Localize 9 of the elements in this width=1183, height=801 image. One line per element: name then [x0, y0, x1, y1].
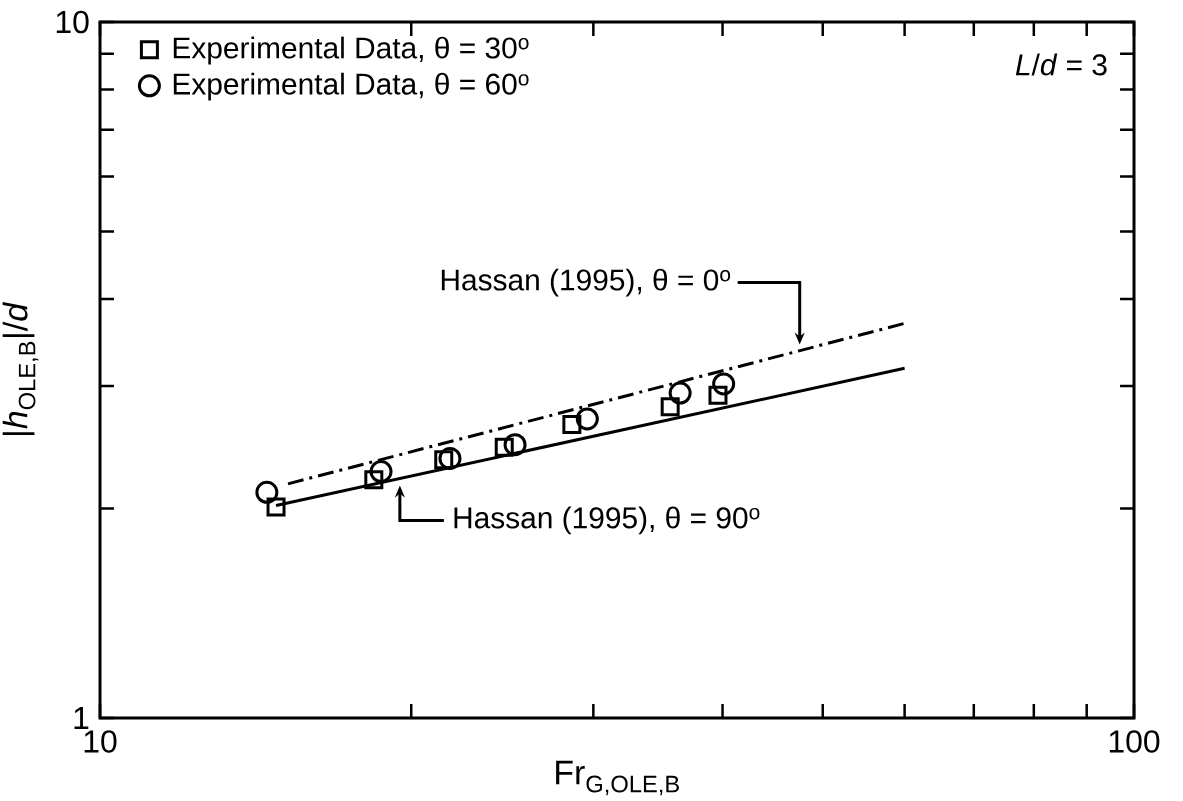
- legend-label: Experimental Data, θ = 30$^{o}$: [173, 36, 529, 65]
- annotation: L/d = 3: [1015, 53, 1107, 76]
- x-tick-label: 100: [1109, 730, 1160, 753]
- y-tick-label: 1: [74, 707, 89, 729]
- annotation: Hassan (1995), θ = 90$^{o}$: [454, 506, 760, 535]
- annotation: Hassan (1995), θ = 0$^{o}$: [441, 268, 731, 297]
- y-axis-title: |h$_{OLE,B}$|/d: [2, 302, 39, 435]
- x-axis-title: Fr$_{G,OLE,B}$: [556, 760, 679, 796]
- legend-label: Experimental Data, θ = 60$^{o}$: [173, 72, 529, 101]
